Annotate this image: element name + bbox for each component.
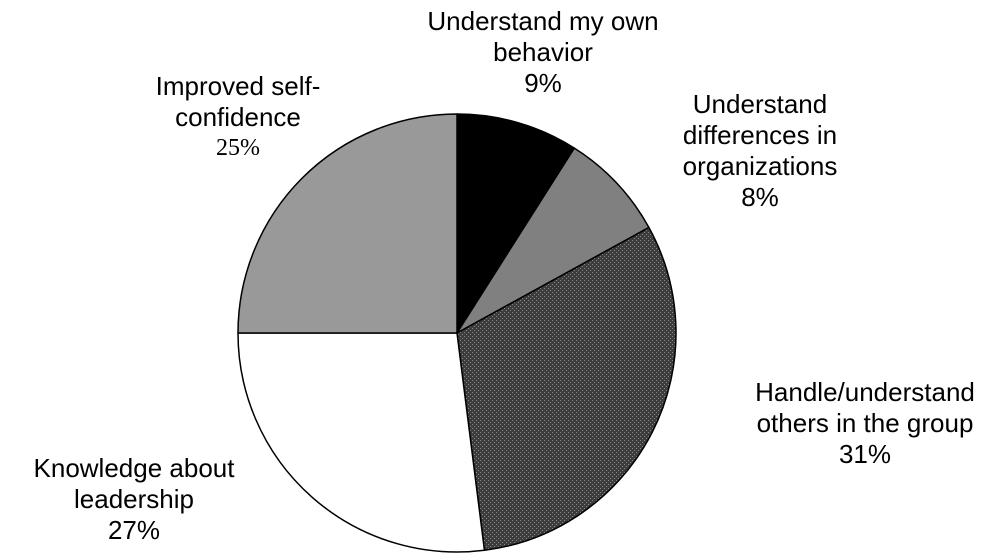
label-line: Understand xyxy=(692,89,828,119)
pie-slice-0 xyxy=(456,113,576,334)
label-line: Knowledge about xyxy=(33,453,235,483)
label-understand-own-behavior: Understand my own behavior 9% xyxy=(398,6,688,99)
pct-label: 9% xyxy=(524,68,562,98)
label-line: Handle/understand xyxy=(755,377,975,407)
label-understand-differences: Understand differences in organizations … xyxy=(660,89,860,213)
pie-slice-4 xyxy=(237,113,458,334)
label-knowledge-leadership: Knowledge about leadership 27% xyxy=(2,453,266,546)
label-line: leadership xyxy=(74,484,194,514)
label-line: behavior xyxy=(493,37,593,67)
pct-label: 27% xyxy=(107,515,161,545)
label-handle-others: Handle/understand others in the group 31… xyxy=(730,377,1000,470)
pct-label: 31% xyxy=(838,439,892,469)
pct-label: 25% xyxy=(216,135,260,161)
label-line: confidence xyxy=(175,102,301,132)
label-line: others in the group xyxy=(756,408,974,438)
pie-slice-1 xyxy=(456,147,650,334)
pie-slices xyxy=(237,113,677,553)
label-line: Understand my own xyxy=(427,6,659,36)
pie-slice-2 xyxy=(456,226,677,552)
pct-label: 8% xyxy=(741,182,779,212)
label-line: Improved self- xyxy=(155,71,321,101)
pie-slice-3 xyxy=(237,332,486,553)
label-improved-self-confidence: Improved self- confidence 25% xyxy=(118,71,358,164)
label-line: differences in xyxy=(682,120,838,150)
label-line: organizations xyxy=(682,151,838,181)
